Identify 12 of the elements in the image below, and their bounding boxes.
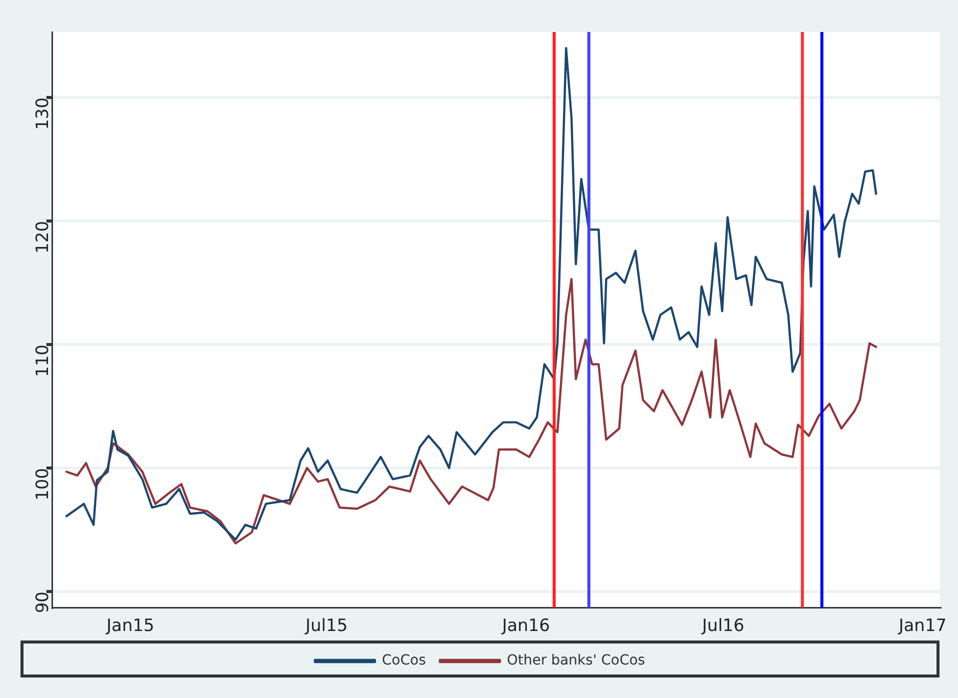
y-tick-label: 130: [32, 97, 53, 130]
y-tick-label: 100: [32, 468, 53, 500]
x-tick-label: Jan17: [898, 616, 947, 636]
x-tick-label: Jul16: [701, 616, 744, 636]
x-tick-label: Jul15: [304, 616, 348, 636]
y-tick-label: 120: [32, 220, 53, 254]
y-tick-label: 110: [32, 344, 53, 377]
legend-label: CoCos: [382, 652, 426, 669]
y-tick-label: 90: [32, 592, 53, 614]
x-tick-label: Jan15: [106, 616, 154, 636]
legend-label: Other banks' CoCos: [506, 652, 646, 669]
x-tick-label: Jan16: [501, 616, 550, 636]
